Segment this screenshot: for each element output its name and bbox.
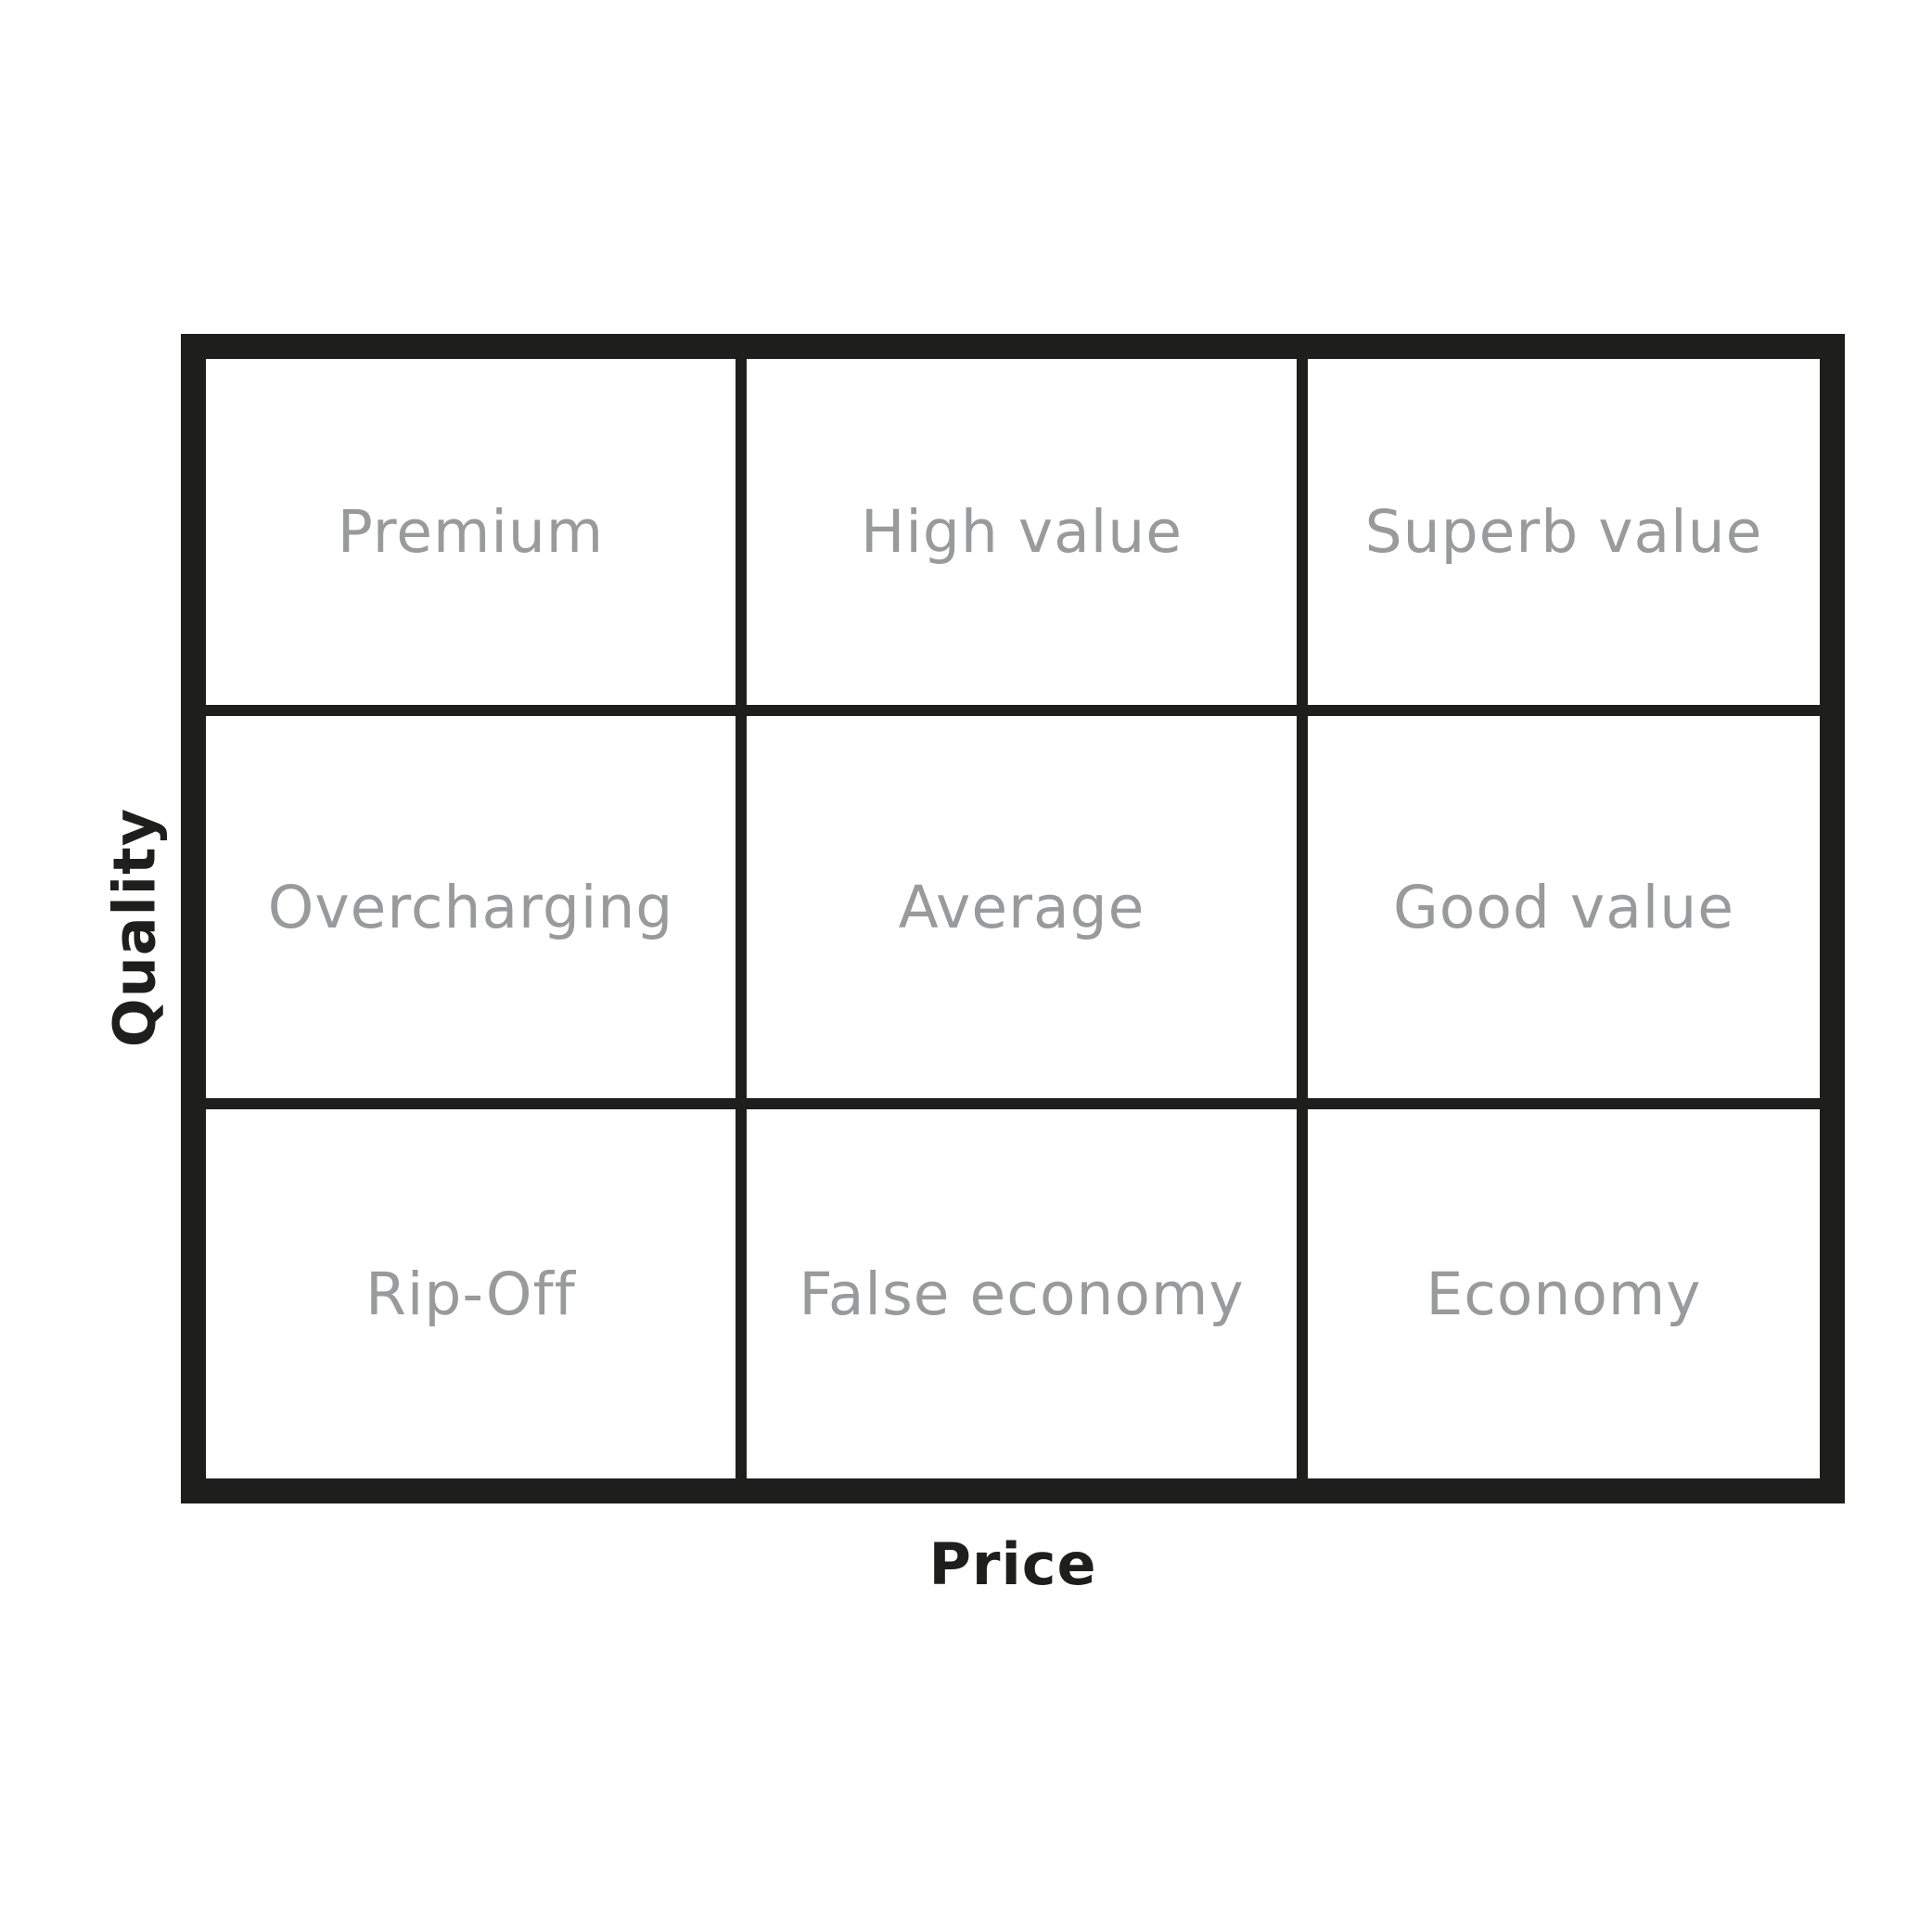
cell-premium: Premium: [206, 359, 736, 705]
cell-rip-off: Rip-Off: [206, 1109, 736, 1478]
x-axis-label: Price: [928, 1530, 1097, 1598]
cell-label: Premium: [337, 498, 605, 566]
cell-label: Good value: [1392, 873, 1734, 941]
cell-label: Economy: [1426, 1260, 1702, 1328]
matrix-grid: Premium High value Superb value Overchar…: [206, 359, 1820, 1478]
cell-label: Overcharging: [267, 873, 674, 941]
cell-high-value: High value: [747, 359, 1297, 705]
horizontal-divider: [206, 1098, 1820, 1109]
cell-label: Superb value: [1364, 498, 1763, 566]
cell-superb-value: Superb value: [1308, 359, 1820, 705]
vertical-divider: [736, 359, 747, 1478]
cell-label: High value: [861, 498, 1183, 566]
cell-overcharging: Overcharging: [206, 716, 736, 1098]
cell-false-economy: False economy: [747, 1109, 1297, 1478]
cell-label: Average: [898, 873, 1145, 941]
cell-good-value: Good value: [1308, 716, 1820, 1098]
y-axis-label: Quality: [100, 807, 169, 1048]
cell-average: Average: [747, 716, 1297, 1098]
vertical-divider: [1297, 359, 1308, 1478]
horizontal-divider: [206, 705, 1820, 716]
cell-economy: Economy: [1308, 1109, 1820, 1478]
price-quality-matrix: Premium High value Superb value Overchar…: [181, 334, 1845, 1503]
cell-label: False economy: [799, 1260, 1245, 1328]
cell-label: Rip-Off: [365, 1260, 576, 1328]
